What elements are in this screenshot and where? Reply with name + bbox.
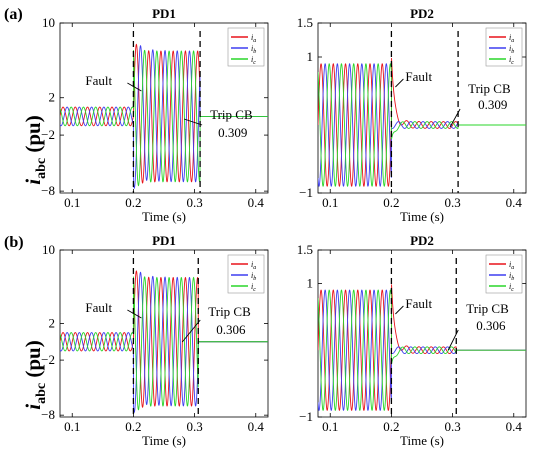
panel-a-pd2: PD2 0.1 0.2 0.3 0.4 Time (s) −1 1 1.5 Fault Trip C… (297, 6, 527, 224)
panel-b-pd1: PD1 0.1 0.2 0.3 0.4 Time (s) −8 −2 2 10 Fault Trip … (41, 233, 269, 448)
svg-text:iabc (pu): iabc (pu) (21, 340, 49, 409)
x-tick-label: 0.3 (444, 419, 460, 434)
annotation-fault: Fault (405, 69, 432, 84)
x-tick-label: 0.3 (186, 419, 202, 434)
legend-label-ic: ic (509, 55, 514, 66)
y-tick-label: 10 (42, 242, 55, 257)
y-axis-label-row-b: iabc (pu) (21, 340, 49, 409)
legend-label-ia: ia (509, 260, 514, 271)
annotation-trip: Trip CB (468, 81, 511, 96)
x-tick-label: 0.1 (322, 419, 338, 434)
x-tick-label: 0.3 (444, 195, 460, 210)
y-tick-label: −8 (41, 407, 55, 422)
x-tick-label: 0.4 (506, 419, 523, 434)
signal-group (60, 43, 268, 189)
chart-title: PD1 (152, 233, 176, 248)
legend-label-ia: ia (251, 260, 256, 271)
legend-box (485, 254, 523, 294)
annotation-fault-arrow (127, 82, 142, 92)
x-axis-label: Time (s) (142, 209, 186, 224)
y-tick-label: 2 (49, 90, 56, 105)
series-line-ic (318, 289, 526, 412)
x-tick-label: 0.2 (125, 195, 141, 210)
annotation-trip: Trip CB (466, 301, 509, 316)
annotation-fault-arrow (395, 78, 404, 88)
series-line-ic (60, 276, 268, 411)
x-tick-label: 0.1 (64, 195, 80, 210)
chart-title: PD2 (410, 233, 434, 248)
y-tick-label: −8 (41, 183, 55, 198)
x-tick-label: 0.2 (383, 419, 399, 434)
y-tick-label: −2 (41, 352, 55, 367)
x-axis-label: Time (s) (400, 433, 444, 448)
svg-text:iabc (pu): iabc (pu) (21, 115, 49, 184)
annotation-trip-arrow (181, 319, 201, 343)
signal-group (318, 284, 526, 412)
x-tick-label: 0.3 (186, 195, 202, 210)
annotation-trip-time: 0.306 (216, 322, 246, 337)
legend-label-ib: ib (509, 44, 514, 55)
x-tick-label: 0.2 (125, 419, 141, 434)
annotation-trip-arrow (183, 118, 203, 126)
x-tick-label: 0.2 (383, 195, 399, 210)
annotation-trip: Trip CB (208, 304, 251, 319)
signal-group (60, 270, 268, 414)
legend-label-ia: ia (509, 33, 514, 44)
y-tick-label: 1 (307, 49, 314, 64)
x-tick-label: 0.1 (322, 195, 338, 210)
row-label-b: (b) (4, 234, 24, 251)
chart-title: PD1 (152, 6, 176, 21)
legend-box (485, 27, 523, 67)
annotation-trip-arrow (447, 329, 459, 351)
y-tick-label: −2 (41, 127, 55, 142)
annotation-trip-arrow (449, 108, 461, 128)
annotation-fault-arrow (127, 309, 142, 319)
annotation-fault: Fault (85, 300, 112, 315)
series-line-ic (318, 63, 526, 187)
legend-box (227, 254, 265, 294)
y-tick-label: 1.5 (297, 242, 313, 257)
annotation-fault-arrow (395, 305, 404, 315)
panel-b-pd2: PD2 0.1 0.2 0.3 0.4 Time (s) −1 1 1.5 Fault Trip C… (297, 233, 527, 448)
x-tick-label: 0.4 (248, 419, 265, 434)
annotation-trip-time: 0.309 (218, 125, 247, 140)
annotation-fault: Fault (405, 296, 432, 311)
legend-label-ic: ic (509, 282, 514, 293)
y-axis-label-row-a: iabc (pu) (21, 115, 49, 184)
y-tick-label: 1.5 (297, 15, 313, 30)
series-line-ic (60, 49, 268, 187)
annotation-trip-time: 0.306 (476, 318, 506, 333)
legend-label-ia: ia (251, 33, 256, 44)
x-tick-label: 0.1 (64, 419, 80, 434)
y-tick-label: −1 (299, 409, 313, 424)
y-tick-label: 1 (307, 275, 314, 290)
legend-label-ib: ib (251, 271, 256, 282)
y-tick-label: 10 (42, 15, 55, 30)
annotation-fault: Fault (85, 73, 112, 88)
x-tick-label: 0.4 (248, 195, 265, 210)
annotation-trip-time: 0.309 (478, 97, 507, 112)
legend-label-ib: ib (509, 271, 514, 282)
x-axis-label: Time (s) (400, 209, 444, 224)
y-tick-label: 2 (49, 315, 56, 330)
x-tick-label: 0.4 (506, 195, 523, 210)
legend-label-ic: ic (251, 282, 256, 293)
chart-title: PD2 (410, 6, 434, 21)
x-axis-label: Time (s) (142, 433, 186, 448)
annotation-trip: Trip CB (210, 107, 253, 122)
legend-box (227, 27, 265, 67)
legend-label-ib: ib (251, 44, 256, 55)
signal-group (318, 58, 526, 187)
y-tick-label: −1 (299, 185, 313, 200)
panel-a-pd1: PD1 0.1 0.2 0.3 0.4 Time (s) −8 −2 2 10 Fault Trip … (41, 6, 269, 224)
legend-label-ic: ic (251, 55, 256, 66)
row-label-a: (a) (4, 6, 23, 23)
